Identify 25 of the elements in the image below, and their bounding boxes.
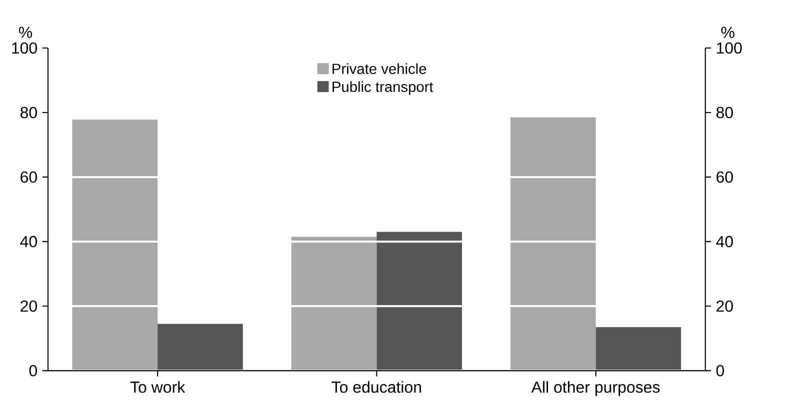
y2-tick-label: 0 xyxy=(716,365,724,376)
x-tick-label: To work xyxy=(130,381,186,393)
bar xyxy=(596,327,682,371)
bar xyxy=(510,118,596,371)
bar xyxy=(376,232,462,371)
y-axis-title: % xyxy=(18,26,32,38)
y-tick-label: 60 xyxy=(20,172,37,183)
legend-label: Private vehicle xyxy=(332,63,426,74)
y2-tick-label: 100 xyxy=(716,42,742,54)
y2-tick-label: 40 xyxy=(716,236,733,248)
x-tick-label: To education xyxy=(332,381,421,393)
bar xyxy=(158,324,243,371)
y-tick-label: 20 xyxy=(20,300,37,312)
y-tick-label: 0 xyxy=(29,365,37,376)
y-tick-label: 100 xyxy=(12,42,37,54)
legend-label: Public transport xyxy=(332,81,434,96)
y-tick-label: 40 xyxy=(20,236,37,248)
x-tick-label: All other purposes xyxy=(531,381,660,396)
y2-tick-label: 20 xyxy=(716,300,733,312)
bar xyxy=(72,120,158,371)
y2-tick-label: 60 xyxy=(716,172,733,183)
y2-tick-label: 80 xyxy=(716,107,733,118)
y2-axis-title: % xyxy=(721,26,734,38)
bar xyxy=(291,236,377,371)
y-tick-label: 80 xyxy=(20,107,37,118)
